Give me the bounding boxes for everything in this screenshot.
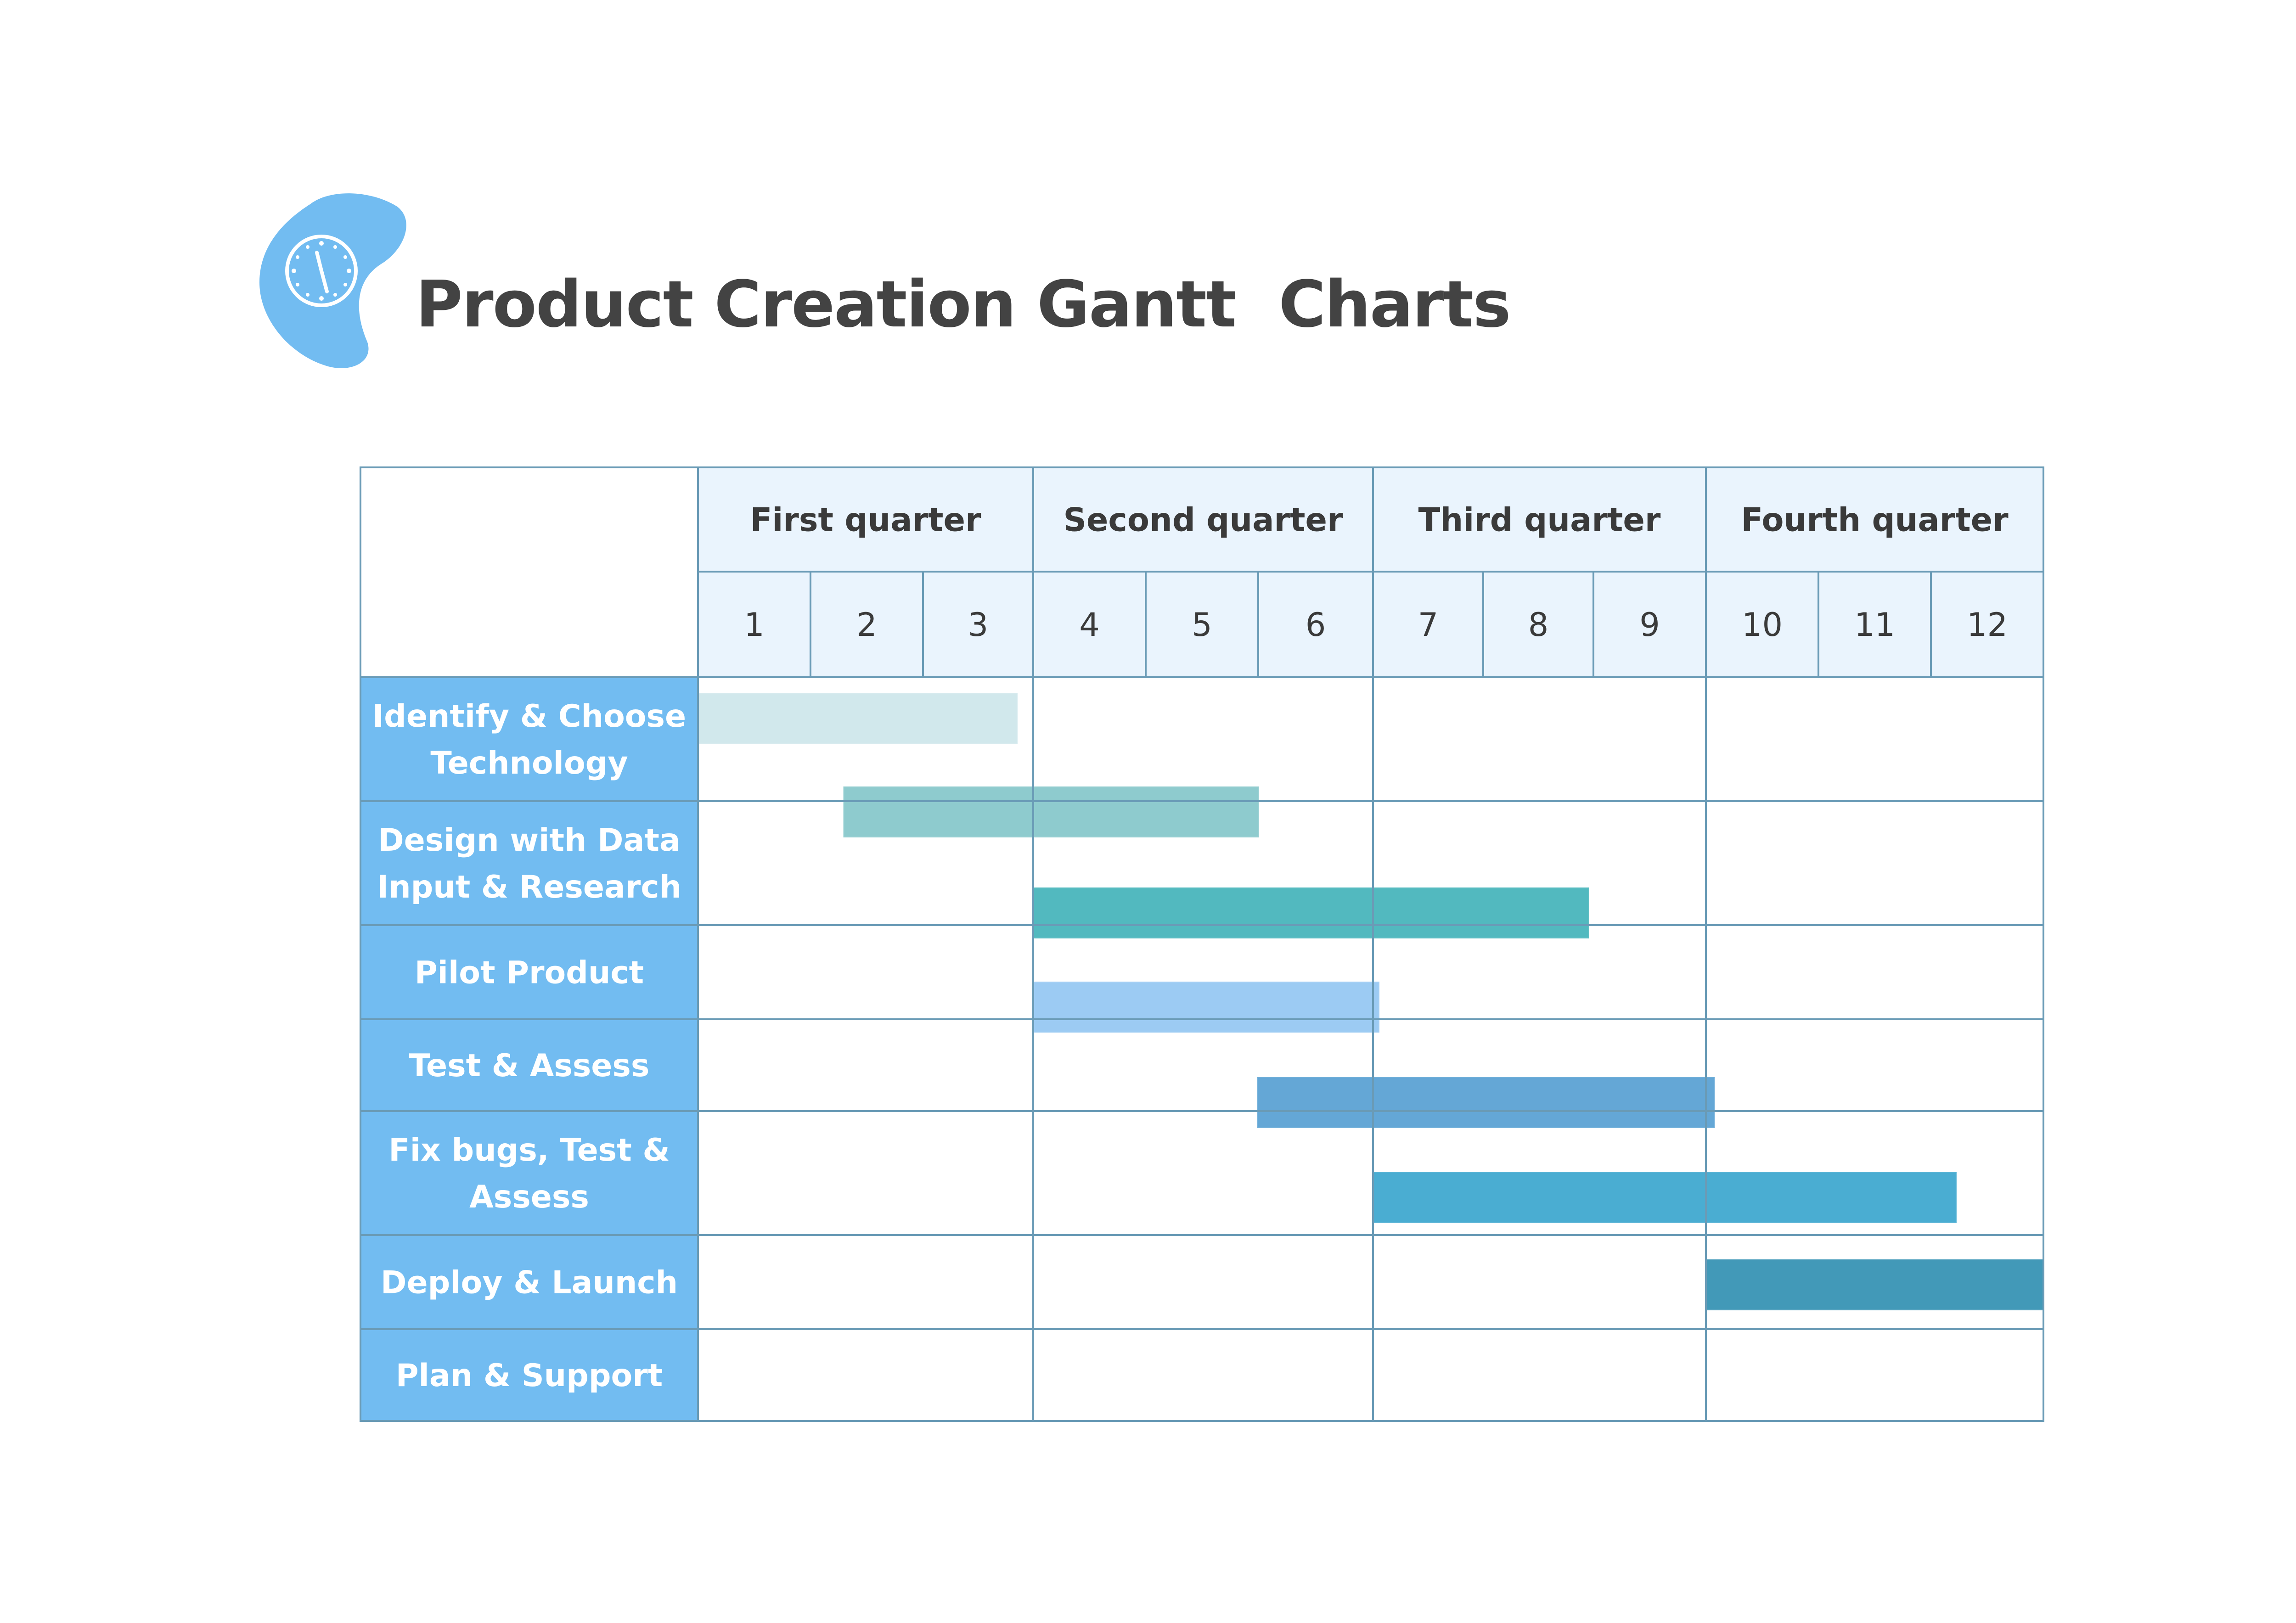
month-label: 10 — [1742, 606, 1783, 644]
month-label: 12 — [1967, 606, 2008, 644]
month-label: 5 — [1192, 606, 1212, 644]
gantt-bar — [1257, 1077, 1715, 1128]
page-title: Product Creation Gantt Charts — [416, 267, 1511, 342]
quarter-label: Third quarter — [1418, 501, 1661, 539]
month-label: 6 — [1306, 606, 1326, 644]
clock-icon — [285, 235, 358, 307]
month-label: 9 — [1639, 606, 1660, 644]
month-label: 8 — [1528, 606, 1549, 644]
month-label: 7 — [1418, 606, 1439, 644]
chart-border — [360, 466, 2044, 1422]
task-label: Fix bugs, Test & — [388, 1132, 670, 1168]
task-label: Deploy & Launch — [381, 1265, 678, 1301]
task-label: Pilot Product — [415, 955, 644, 991]
month-label: 3 — [968, 606, 989, 644]
month-label: 1 — [744, 606, 765, 644]
quarter-label: Second quarter — [1064, 501, 1343, 539]
task-label: Plan & Support — [396, 1358, 663, 1394]
task-label: Technology — [430, 745, 628, 781]
gantt-bar — [697, 693, 1018, 744]
month-label: 2 — [856, 606, 877, 644]
quarter-label: First quarter — [750, 501, 981, 539]
task-label: Input & Research — [377, 869, 681, 905]
task-label: Identify & Choose — [372, 698, 686, 735]
task-label: Design with Data — [378, 822, 681, 859]
quarter-label: Fourth quarter — [1741, 501, 2009, 539]
gantt-bar — [1032, 887, 1589, 938]
month-label: 4 — [1079, 606, 1100, 644]
gantt-bar — [1032, 982, 1379, 1033]
month-label: 11 — [1854, 606, 1895, 644]
gantt-bar — [843, 786, 1259, 837]
task-label: Assess — [469, 1179, 589, 1215]
logo-blob — [259, 193, 406, 368]
task-label: Test & Assess — [409, 1048, 650, 1084]
clock-logo — [259, 193, 406, 368]
gantt-bar — [1705, 1259, 2044, 1310]
gantt-bar — [1372, 1172, 1957, 1223]
